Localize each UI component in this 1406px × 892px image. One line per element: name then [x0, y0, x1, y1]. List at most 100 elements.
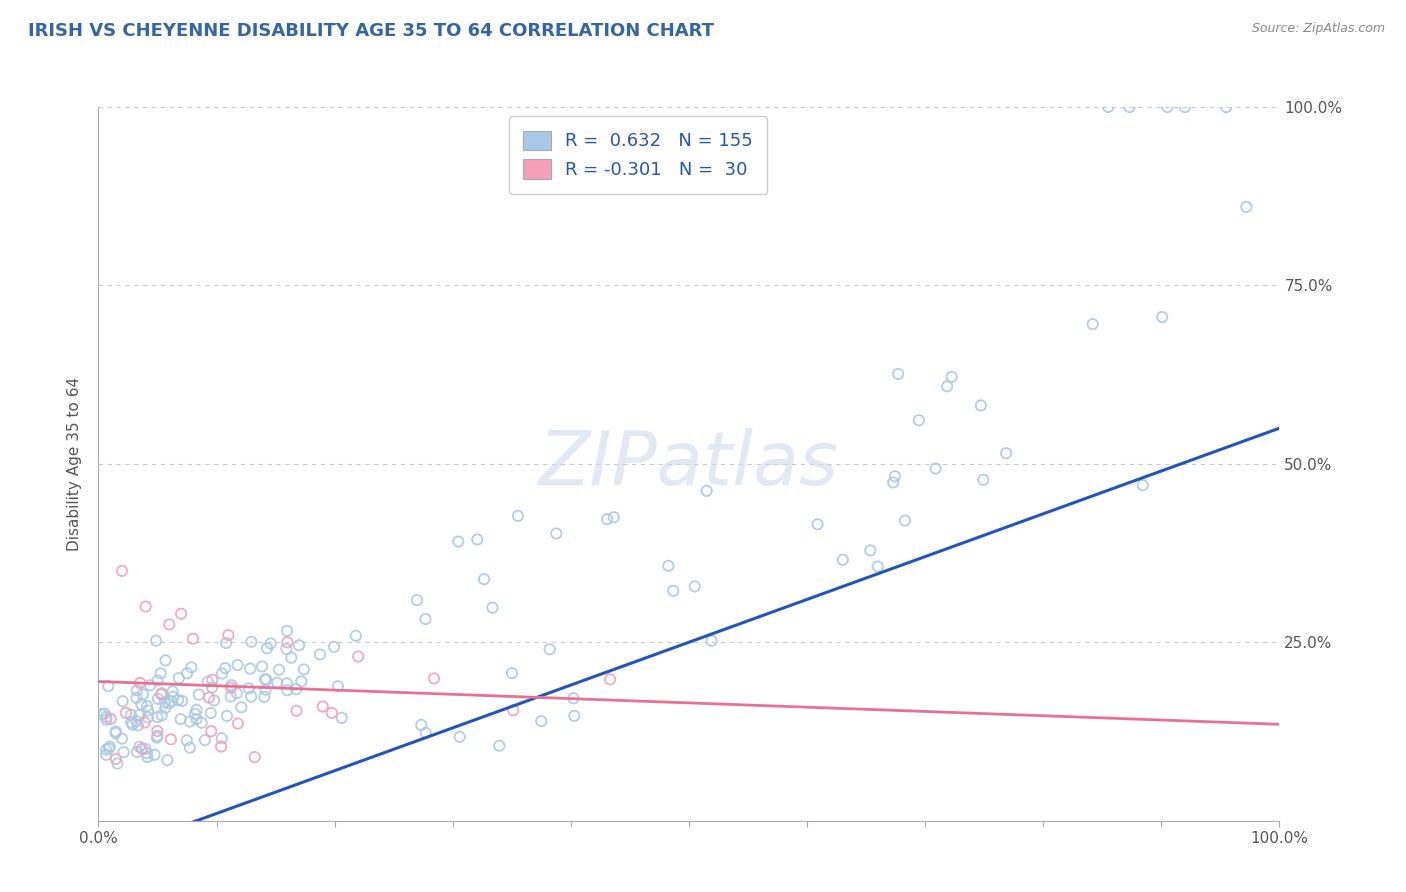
- Point: [276, 676, 298, 690]
- Point: [201, 673, 224, 687]
- Point: [97, 679, 120, 693]
- Point: [200, 706, 222, 720]
- Point: [146, 729, 169, 743]
- Point: [134, 715, 156, 730]
- Point: [181, 632, 204, 646]
- Point: [546, 526, 568, 541]
- Point: [136, 704, 159, 718]
- Point: [226, 658, 249, 673]
- Point: [90, 707, 112, 722]
- Point: [260, 636, 283, 650]
- Point: [107, 756, 129, 771]
- Point: [250, 659, 273, 673]
- Point: [135, 599, 157, 614]
- Point: [449, 730, 471, 744]
- Point: [887, 367, 910, 381]
- Point: [280, 650, 302, 665]
- Point: [908, 413, 931, 427]
- Point: [111, 564, 134, 578]
- Point: [217, 628, 239, 642]
- Point: [831, 553, 853, 567]
- Point: [859, 543, 882, 558]
- Point: [276, 642, 298, 657]
- Point: [145, 633, 167, 648]
- Point: [253, 690, 276, 704]
- Point: [1132, 478, 1154, 492]
- Point: [1234, 200, 1257, 214]
- Point: [603, 510, 626, 524]
- Point: [1081, 317, 1104, 331]
- Point: [253, 673, 276, 687]
- Point: [285, 704, 308, 718]
- Point: [179, 714, 201, 729]
- Point: [472, 572, 495, 586]
- Point: [326, 679, 349, 693]
- Point: [465, 533, 488, 547]
- Point: [447, 534, 470, 549]
- Point: [146, 731, 169, 745]
- Point: [1152, 310, 1174, 324]
- Point: [96, 710, 118, 724]
- Point: [226, 716, 249, 731]
- Point: [1174, 100, 1197, 114]
- Point: [201, 681, 224, 695]
- Point: [153, 696, 176, 710]
- Point: [288, 638, 311, 652]
- Point: [202, 693, 225, 707]
- Point: [806, 517, 828, 532]
- Point: [157, 697, 180, 711]
- Point: [309, 648, 332, 662]
- Point: [941, 369, 963, 384]
- Point: [330, 711, 353, 725]
- Point: [128, 707, 150, 722]
- Point: [347, 649, 370, 664]
- Point: [415, 726, 437, 740]
- Point: [344, 629, 367, 643]
- Point: [240, 634, 263, 648]
- Point: [662, 583, 685, 598]
- Point: [131, 741, 153, 756]
- Point: [276, 683, 298, 698]
- Point: [129, 676, 152, 690]
- Point: [214, 661, 236, 675]
- Point: [972, 473, 994, 487]
- Point: [136, 699, 159, 714]
- Point: [176, 733, 198, 747]
- Point: [290, 674, 312, 689]
- Point: [93, 706, 115, 721]
- Point: [146, 691, 169, 706]
- Point: [243, 750, 266, 764]
- Point: [186, 712, 208, 726]
- Point: [238, 681, 260, 696]
- Point: [700, 633, 723, 648]
- Point: [150, 708, 173, 723]
- Point: [312, 699, 335, 714]
- Point: [160, 732, 183, 747]
- Point: [970, 399, 993, 413]
- Point: [125, 683, 148, 698]
- Point: [596, 512, 619, 526]
- Point: [481, 600, 503, 615]
- Point: [254, 682, 277, 697]
- Point: [96, 747, 118, 762]
- Point: [143, 747, 166, 762]
- Point: [211, 666, 233, 681]
- Point: [104, 752, 127, 766]
- Point: [136, 710, 159, 724]
- Point: [170, 607, 193, 621]
- Point: [194, 733, 217, 747]
- Point: [155, 701, 177, 715]
- Point: [198, 690, 221, 705]
- Point: [172, 694, 194, 708]
- Point: [162, 690, 184, 704]
- Point: [146, 724, 169, 739]
- Point: [215, 636, 238, 650]
- Point: [157, 617, 180, 632]
- Point: [657, 558, 679, 573]
- Point: [187, 688, 209, 702]
- Point: [240, 690, 263, 704]
- Point: [125, 690, 148, 705]
- Point: [150, 687, 173, 701]
- Point: [209, 739, 232, 754]
- Point: [225, 686, 247, 700]
